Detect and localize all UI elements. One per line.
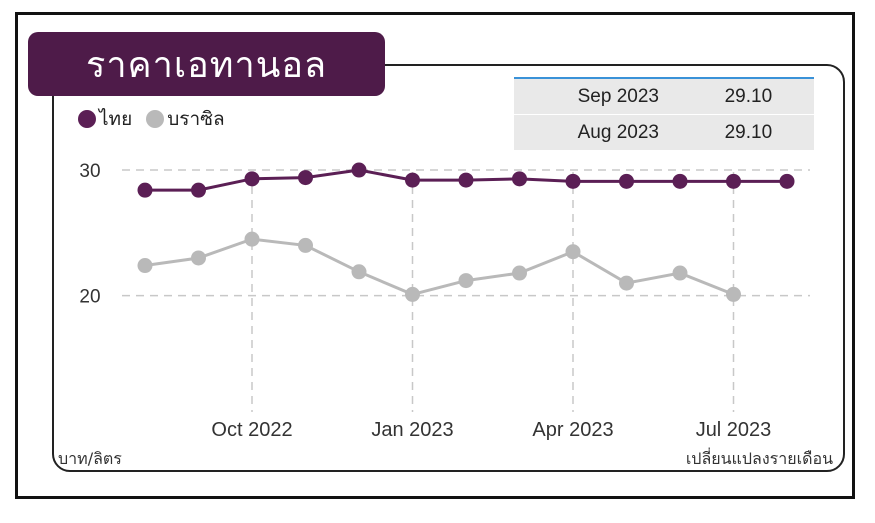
data-point-brazil [137, 258, 153, 274]
legend: ไทย บราซิล [78, 104, 239, 134]
data-point-thailand [672, 173, 688, 189]
legend-item-brazil[interactable]: บราซิล [146, 104, 225, 134]
legend-label-thailand: ไทย [99, 108, 133, 130]
data-point-brazil [726, 286, 741, 302]
y-unit-label: บาท/ลิตร [58, 449, 122, 468]
x-tick-label: Apr 2023 [532, 419, 613, 441]
monthly-change-label: เปลี่ยนแปลงรายเดือน [685, 449, 833, 468]
data-point-thailand [244, 171, 260, 187]
data-point-thailand [726, 173, 741, 189]
x-tick-label: Jan 2023 [371, 419, 453, 441]
x-tick-label: Jul 2023 [696, 419, 772, 441]
data-point-brazil [405, 286, 420, 302]
table-row: Aug 2023 29.10 [514, 115, 814, 151]
data-point-thailand [458, 172, 474, 188]
data-point-thailand [512, 171, 527, 187]
data-point-brazil [351, 264, 367, 280]
data-point-brazil [565, 244, 581, 260]
table-cell-month: Sep 2023 [577, 85, 659, 107]
legend-label-brazil: บราซิล [167, 108, 225, 130]
outer-frame [15, 12, 855, 499]
chart-title-tab: ราคาเอทานอล [28, 32, 385, 96]
data-point-brazil [191, 250, 206, 266]
chart-title: ราคาเอทานอล [86, 44, 328, 86]
legend-marker-thailand [78, 110, 96, 128]
y-tick-label: 20 [79, 287, 100, 308]
latest-values-table: Sep 2023 29.10 Aug 2023 29.10 [514, 77, 814, 151]
data-point-thailand [351, 162, 367, 178]
series-line-brazil [144, 237, 735, 296]
data-point-thailand [405, 172, 420, 188]
table-cell-value: 29.10 [724, 121, 773, 143]
data-point-thailand [298, 170, 313, 186]
data-point-brazil [298, 237, 313, 253]
x-tick-label: Oct 2022 [211, 419, 292, 441]
table-row: Sep 2023 29.10 [514, 79, 814, 115]
data-point-brazil [244, 231, 260, 247]
data-point-thailand [191, 182, 206, 198]
data-point-brazil [672, 265, 688, 281]
data-point-brazil [458, 273, 474, 289]
legend-item-thailand[interactable]: ไทย [78, 104, 132, 134]
data-point-thailand [137, 182, 153, 198]
data-point-thailand [619, 173, 634, 189]
data-point-brazil [619, 275, 634, 291]
legend-marker-brazil [146, 110, 165, 128]
table-cell-month: Aug 2023 [577, 121, 659, 143]
table-cell-value: 29.10 [724, 85, 773, 107]
data-point-brazil [512, 265, 527, 281]
data-point-thailand [779, 173, 795, 189]
y-tick-label: 30 [79, 161, 100, 182]
data-point-thailand [565, 173, 581, 189]
